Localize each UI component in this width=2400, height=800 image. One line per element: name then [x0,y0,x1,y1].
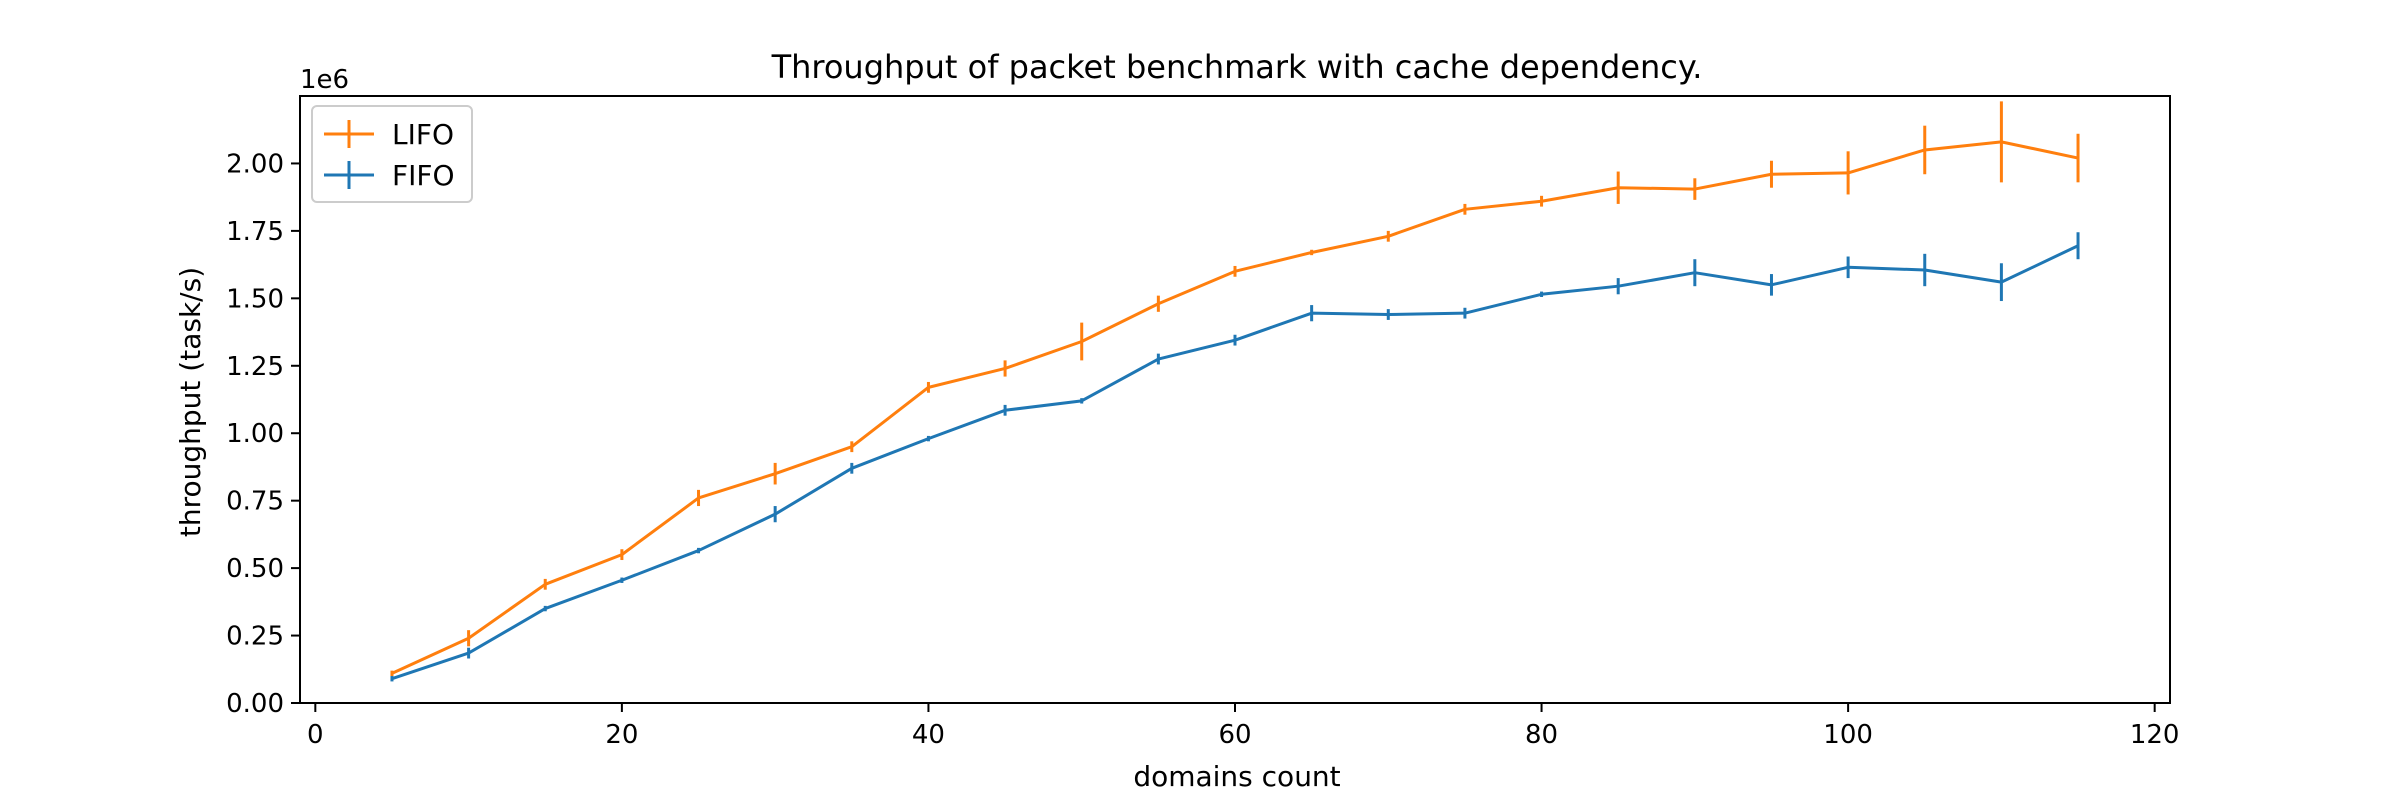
legend: LIFO FIFO [311,105,473,203]
legend-label-lifo: LIFO [392,118,454,151]
y-tick-label: 2.00 [226,149,284,179]
y-tick-label: 0.75 [226,487,284,517]
y-offset-text: 1e6 [300,65,349,95]
plot-area: 0 20 40 60 80 100 120 0.00 0.25 0.50 0.75 1.00 1.25 1… [226,95,2180,750]
chart-title: Throughput of packet benchmark with cach… [771,48,1703,86]
y-tick-label: 0.00 [226,689,284,719]
y-tick-label: 0.50 [226,554,284,584]
legend-box [311,105,473,203]
y-tick-label: 1.50 [226,284,284,314]
x-tick-label: 0 [307,720,324,750]
x-axis-label: domains count [1133,760,1340,793]
x-tick-label: 60 [1218,720,1251,750]
x-tick-label: 120 [2130,720,2180,750]
legend-label-fifo: FIFO [392,159,455,192]
x-tick-label: 80 [1525,720,1558,750]
y-tick-label: 0.25 [226,622,284,652]
x-tick-label: 100 [1823,720,1873,750]
y-axis-label: throughput (task/s) [174,267,207,537]
y-tick-label: 1.25 [226,352,284,382]
y-tick-label: 1.00 [226,419,284,449]
x-tick-label: 20 [605,720,638,750]
y-tick-label: 1.75 [226,217,284,247]
x-tick-label: 40 [912,720,945,750]
